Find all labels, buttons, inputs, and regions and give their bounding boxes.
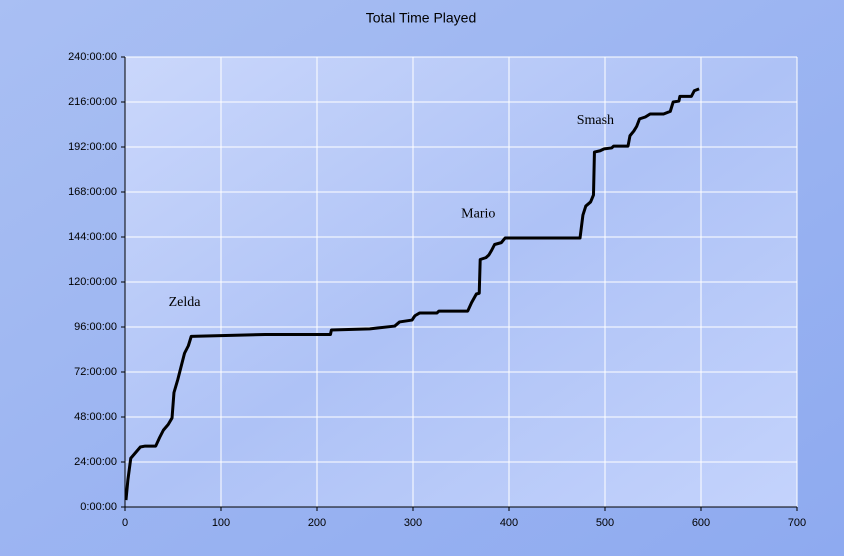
x-tick-label: 500 bbox=[596, 517, 614, 529]
y-tick-label: 216:00:00 bbox=[68, 96, 117, 108]
x-tick-label: 700 bbox=[788, 517, 806, 529]
y-tick-label: 48:00:00 bbox=[74, 411, 117, 423]
x-tick-label: 200 bbox=[308, 517, 326, 529]
x-tick-label: 400 bbox=[500, 517, 518, 529]
x-tick-label: 0 bbox=[122, 517, 128, 529]
y-tick-label: 120:00:00 bbox=[68, 276, 117, 288]
plot-layer: 0:00:00 24:00:00 48:00:00 72:00:00 96:00:00 1… bbox=[68, 51, 806, 529]
chart-title: Total Time Played bbox=[366, 10, 477, 26]
x-tick-label: 100 bbox=[212, 517, 230, 529]
annotation: Mario bbox=[461, 207, 495, 222]
annotation: Zelda bbox=[169, 295, 202, 310]
y-tick-label: 72:00:00 bbox=[74, 366, 117, 378]
y-tick-label: 168:00:00 bbox=[68, 186, 117, 198]
y-tick-label: 144:00:00 bbox=[68, 231, 117, 243]
y-tick-label: 96:00:00 bbox=[74, 321, 117, 333]
y-tick-label: 192:00:00 bbox=[68, 141, 117, 153]
y-tick-label: 240:00:00 bbox=[68, 51, 117, 63]
annotation: Smash bbox=[577, 113, 614, 128]
y-tick-label: 0:00:00 bbox=[80, 501, 117, 513]
x-tick-label: 300 bbox=[404, 517, 422, 529]
y-tick-label: 24:00:00 bbox=[74, 456, 117, 468]
data-line bbox=[124, 87, 700, 501]
x-tick-label: 600 bbox=[692, 517, 710, 529]
